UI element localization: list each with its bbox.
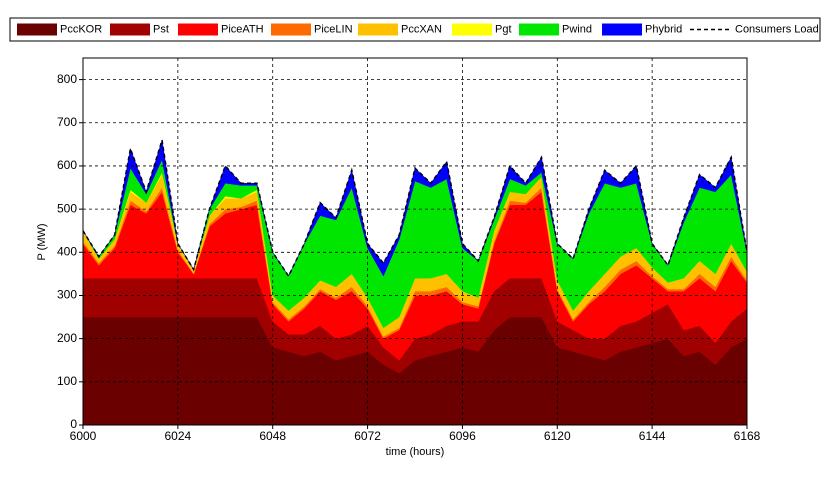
legend-swatch [17, 23, 57, 36]
legend-label: PiceATH [221, 23, 264, 35]
legend-swatch [358, 23, 398, 36]
x-tick-label: 6072 [354, 429, 381, 443]
y-tick-label: 800 [57, 72, 77, 86]
y-tick-label: 0 [70, 417, 77, 431]
legend-label: Pwind [562, 23, 592, 35]
legend-label: Pgt [495, 23, 512, 35]
x-axis-label: time (hours) [386, 446, 445, 458]
legend-swatch [519, 23, 559, 36]
x-tick-label: 6168 [734, 429, 761, 443]
legend-swatch [452, 23, 492, 36]
x-tick-label: 6120 [544, 429, 571, 443]
legend-label: PccXAN [401, 23, 442, 35]
y-tick-label: 600 [57, 158, 77, 172]
plot-frame [82, 57, 748, 426]
legend-label: Pst [153, 23, 169, 35]
load-line [82, 139, 748, 278]
y-tick-label: 300 [57, 288, 77, 302]
legend-label: Consumers Load [735, 23, 819, 35]
legend-label: Phybrid [645, 23, 682, 35]
legend-swatch [178, 23, 218, 36]
x-tick-label: 6144 [639, 429, 666, 443]
y-tick-label: 200 [57, 331, 77, 345]
x-tick-label: 6024 [165, 429, 192, 443]
legend-label: PiceLIN [314, 23, 353, 35]
y-tick-label: 700 [57, 115, 77, 129]
legend-swatch [602, 23, 642, 36]
y-axis-label: P (MW) [36, 223, 48, 260]
y-tick-label: 400 [57, 244, 77, 258]
x-tick-label: 6096 [449, 429, 476, 443]
legend-swatch [110, 23, 150, 36]
x-tick-label: 6048 [259, 429, 286, 443]
legend-label: PccKOR [60, 23, 102, 35]
y-tick-label: 100 [57, 374, 77, 388]
x-tick-label: 6000 [70, 429, 97, 443]
y-tick-label: 500 [57, 201, 77, 215]
legend-swatch [271, 23, 311, 36]
